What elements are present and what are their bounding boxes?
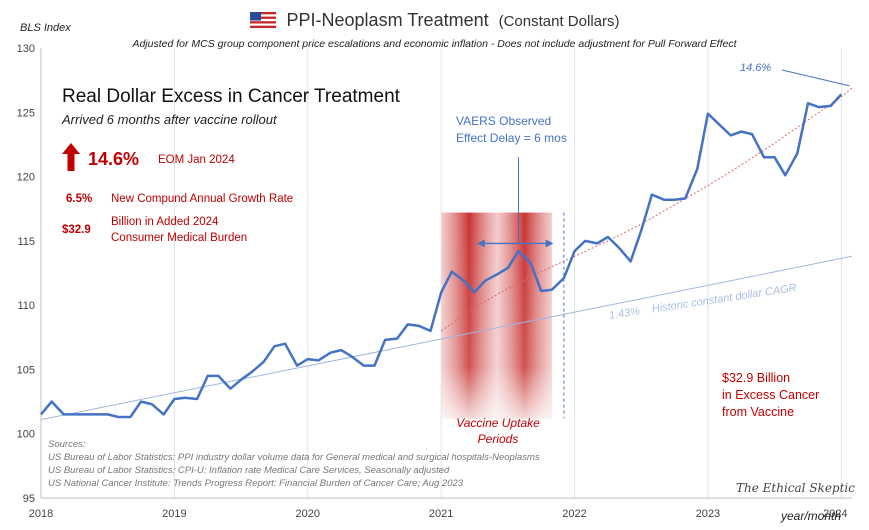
y-axis-label: BLS Index bbox=[20, 22, 71, 34]
x-tick-label: 2019 bbox=[162, 508, 186, 520]
sources-line: US National Cancer Institute: Trends Pro… bbox=[48, 478, 464, 489]
historic-cagr-line bbox=[40, 255, 853, 421]
y-tick-label: 105 bbox=[17, 364, 35, 376]
annotation-overlays bbox=[476, 69, 850, 419]
eom-label: EOM Jan 2024 bbox=[158, 154, 235, 166]
x-tick-label: 2021 bbox=[429, 508, 453, 520]
x-tick-label: 2023 bbox=[696, 508, 720, 520]
cagr-text: New Compund Annual Growth Rate bbox=[111, 193, 294, 205]
cagr-value: 6.5% bbox=[66, 193, 93, 205]
end-pct-label: 14.6% bbox=[740, 62, 772, 74]
excess-annotation: $32.9 Billion in Excess Cancer from Vacc… bbox=[722, 370, 819, 421]
vaers-line-1: VAERS Observed bbox=[456, 114, 552, 128]
sources-line: Sources: bbox=[48, 439, 86, 450]
y-tick-label: 100 bbox=[17, 429, 35, 441]
y-tick-label: 120 bbox=[17, 172, 35, 184]
burden-text-1: Billion in Added 2024 bbox=[111, 216, 219, 228]
x-tick-label: 2020 bbox=[296, 508, 320, 520]
x-tick-label: 2022 bbox=[562, 508, 586, 520]
axes: 95 100 105 110 115 120 125 130 2018 2019 2020 2021 2… bbox=[17, 43, 852, 520]
chart-title-suffix: (Constant Dollars) bbox=[498, 13, 620, 30]
sources-line: US Bureau of Labor Statistics: PPI indus… bbox=[48, 452, 540, 463]
sources-block: Sources: US Bureau of Labor Statistics: … bbox=[48, 438, 540, 490]
x-tick-label: 2018 bbox=[29, 508, 53, 520]
x-tick-label: 2024 bbox=[823, 508, 847, 520]
chart-title-text: PPI-Neoplasm Treatment bbox=[286, 10, 489, 30]
vaccine-uptake-label: Vaccine Uptake Periods bbox=[440, 415, 556, 447]
us-flag-icon bbox=[249, 12, 276, 28]
chart-title: PPI-Neoplasm Treatment (Constant Dollars… bbox=[0, 10, 869, 31]
series-lines bbox=[40, 87, 853, 421]
up-arrow-icon bbox=[62, 143, 80, 171]
x-axis-label: year/month bbox=[780, 509, 841, 523]
vaers-annotation: VAERS Observed Effect Delay = 6 mos bbox=[456, 113, 567, 147]
sources-line: US Bureau of Labor Statistics: CPI-U: In… bbox=[48, 465, 450, 476]
y-tick-label: 125 bbox=[17, 107, 35, 119]
excess-line-1: $32.9 Billion bbox=[722, 371, 791, 385]
vaccine-line-2: Periods bbox=[477, 432, 519, 446]
y-tick-label: 115 bbox=[17, 236, 35, 248]
chart-subtitle: Adjusted for MCS group component price e… bbox=[132, 38, 737, 50]
headline: Real Dollar Excess in Cancer Treatment bbox=[62, 86, 400, 107]
burden-text-2: Consumer Medical Burden bbox=[111, 232, 248, 244]
excess-line-3: from Vaccine bbox=[722, 405, 795, 419]
watermark: The Ethical Skeptic bbox=[736, 481, 855, 495]
vaers-line-2: Effect Delay = 6 mos bbox=[456, 131, 567, 145]
end-callout-line bbox=[781, 69, 850, 87]
vaccine-line-1: Vaccine Uptake bbox=[456, 416, 540, 430]
excess-line-2: in Excess Cancer bbox=[722, 388, 820, 402]
y-tick-label: 130 bbox=[17, 43, 35, 55]
y-tick-label: 95 bbox=[23, 493, 35, 505]
headline-sub: Arrived 6 months after vaccine rollout bbox=[62, 112, 277, 127]
ppi-series-line bbox=[40, 93, 843, 419]
burden-value: $32.9 bbox=[62, 224, 91, 236]
y-tick-label: 110 bbox=[17, 300, 35, 312]
pct-increase: 14.6% bbox=[88, 149, 140, 169]
